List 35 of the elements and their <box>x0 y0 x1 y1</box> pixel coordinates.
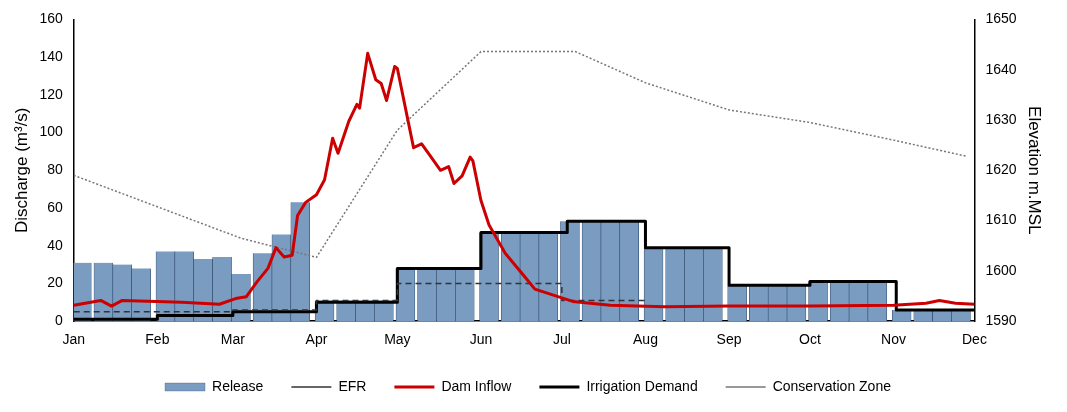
x-tick-label: Nov <box>881 331 907 348</box>
y2-tick-label: 1650 <box>985 10 1017 27</box>
x-tick-label: Dec <box>962 331 987 348</box>
x-tick-label: Aug <box>633 331 658 348</box>
y-tick-label: 60 <box>47 198 63 215</box>
y-tick-label: 120 <box>39 85 63 102</box>
y2-tick-label: 1620 <box>985 161 1017 178</box>
x-tick-label: Oct <box>799 331 821 348</box>
y2-tick-label: 1610 <box>985 211 1017 228</box>
y-tick-label: 40 <box>47 236 63 253</box>
x-tick-label: Jun <box>469 331 493 348</box>
y2-tick-label: 1600 <box>985 261 1017 278</box>
y-axis-title: Discharge (m³/s) <box>11 107 31 234</box>
x-tick-label: Mar <box>220 331 246 348</box>
x-tick-label: Jul <box>552 331 571 348</box>
y2-tick-label: 1590 <box>985 312 1017 329</box>
y-tick-label: 160 <box>39 10 63 27</box>
y2-tick-label: 1640 <box>985 60 1017 77</box>
legend-label: Conservation Zone <box>772 377 892 394</box>
y-tick-label: 140 <box>39 47 63 64</box>
x-tick-label: Sep <box>716 331 742 348</box>
x-tick-label: May <box>384 331 411 348</box>
legend-label: EFR <box>338 377 367 394</box>
y2-axis-title: Elevation m.MSL <box>1025 106 1045 235</box>
y-tick-label: 100 <box>39 123 63 140</box>
legend-label: Dam Inflow <box>441 377 513 394</box>
y-tick-label: 0 <box>54 312 63 329</box>
x-tick-label: Apr <box>305 331 328 348</box>
y2-tick-label: 1630 <box>985 110 1017 127</box>
x-tick-label: Jan <box>62 331 86 348</box>
legend-label: Irrigation Demand <box>586 377 698 394</box>
x-tick-label: Feb <box>145 331 170 348</box>
legend-label: Release <box>212 377 264 394</box>
y-tick-label: 20 <box>47 274 63 291</box>
y-tick-label: 80 <box>47 161 63 178</box>
